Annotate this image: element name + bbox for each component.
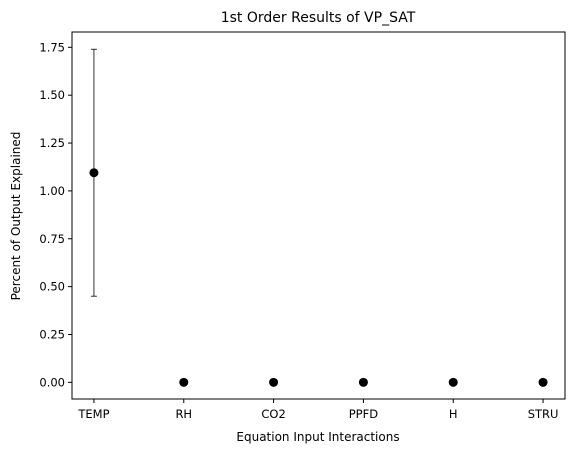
data-points bbox=[89, 168, 548, 387]
chart-title: 1st Order Results of VP_SAT bbox=[221, 10, 416, 26]
y-tick-label: 0.00 bbox=[39, 375, 65, 389]
x-axis-label: Equation Input Interactions bbox=[236, 430, 399, 444]
data-point bbox=[179, 377, 189, 387]
x-tick-label: STRU bbox=[528, 407, 559, 421]
y-tick-label: 1.50 bbox=[39, 88, 65, 102]
y-tick-label: 0.25 bbox=[39, 327, 65, 341]
data-point bbox=[269, 377, 279, 387]
x-tick-label: H bbox=[449, 407, 458, 421]
y-tick-label: 1.75 bbox=[39, 40, 65, 54]
y-axis-label: Percent of Output Explained bbox=[9, 132, 23, 301]
x-tick-label: TEMP bbox=[77, 407, 109, 421]
y-tick-label: 0.75 bbox=[39, 232, 65, 246]
data-point bbox=[538, 377, 548, 387]
data-point bbox=[89, 168, 99, 178]
plot-area bbox=[71, 31, 566, 400]
y-axis-ticks: 0.00 0.25 0.50 0.75 1.00 1.25 1.50 1.75 bbox=[39, 40, 72, 389]
y-tick-label: 1.00 bbox=[39, 184, 65, 198]
data-point bbox=[358, 377, 368, 387]
x-tick-label: PPFD bbox=[349, 407, 378, 421]
x-axis-ticks: TEMP RH CO2 PPFD H STRU bbox=[77, 399, 558, 421]
x-tick-label: CO2 bbox=[261, 407, 285, 421]
plot-frame bbox=[71, 31, 566, 400]
x-tick-label: RH bbox=[175, 407, 192, 421]
data-point bbox=[448, 377, 458, 387]
y-tick-label: 1.25 bbox=[39, 136, 65, 150]
y-tick-label: 0.50 bbox=[39, 280, 65, 294]
